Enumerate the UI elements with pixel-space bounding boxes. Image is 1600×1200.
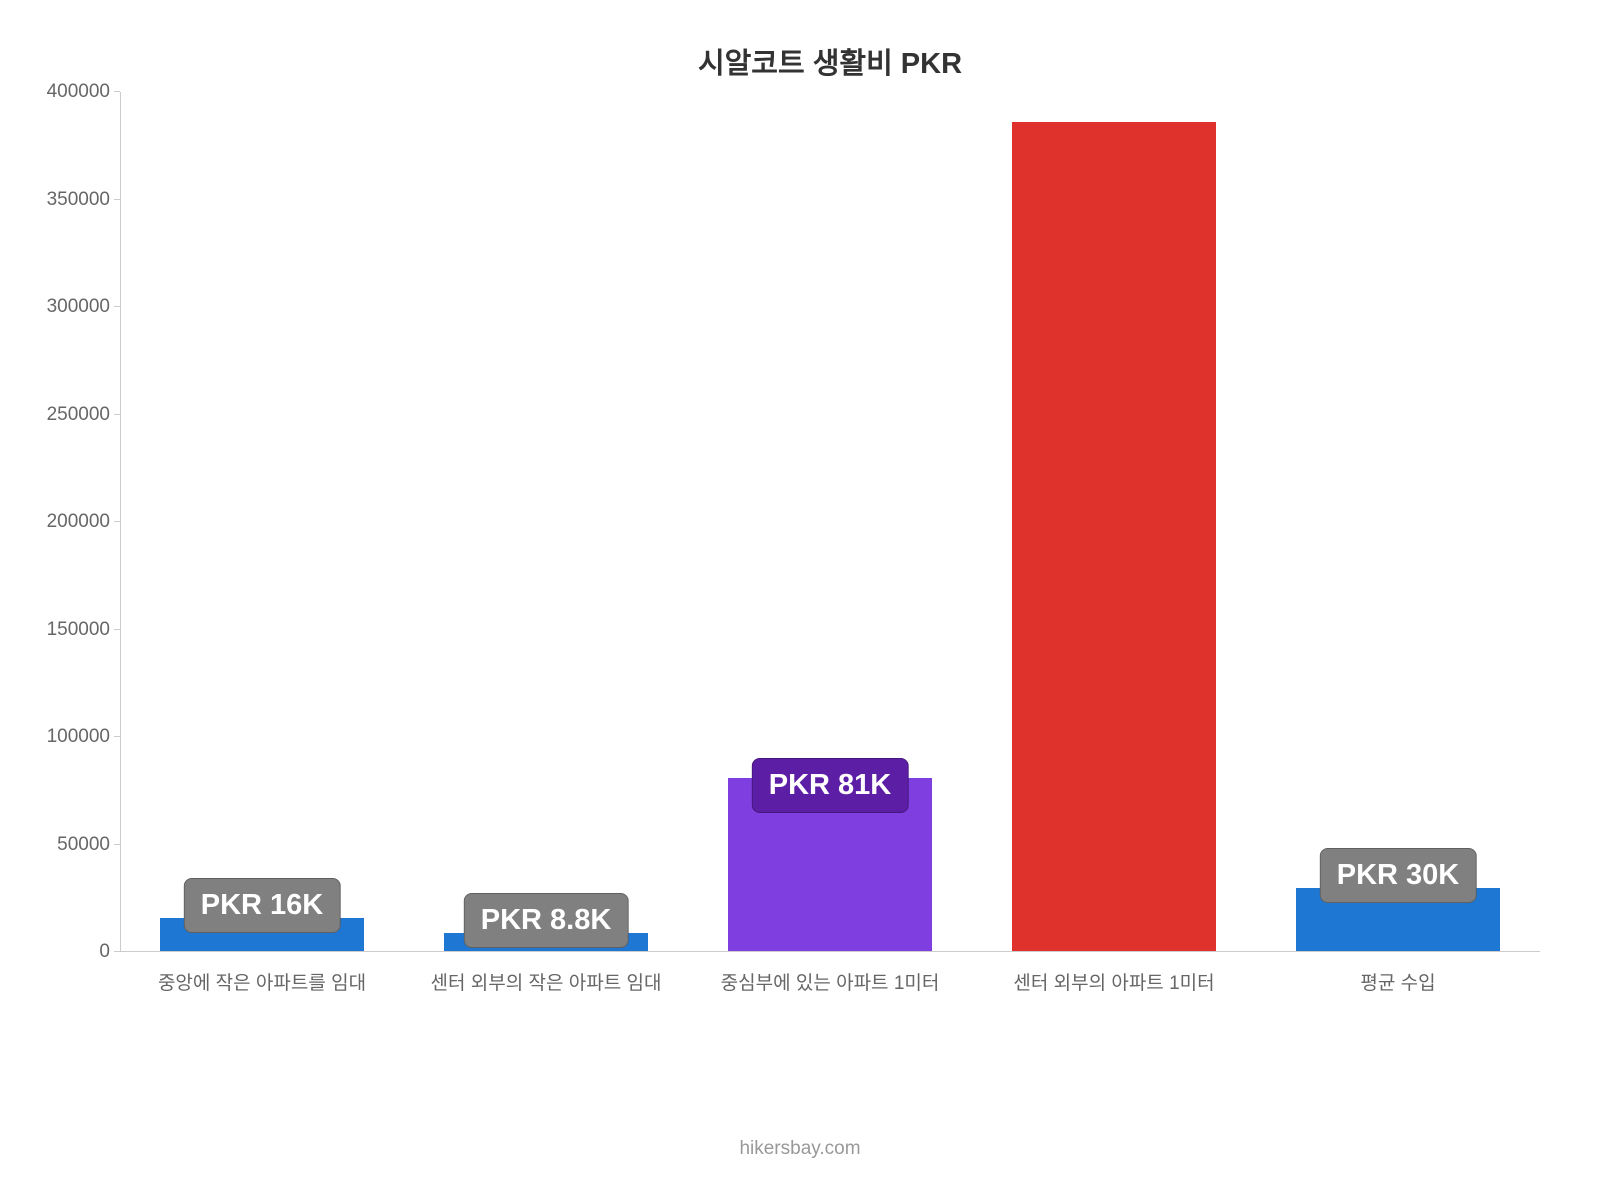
bar: PKR 390K — [1012, 122, 1216, 952]
y-tick-label: 400000 — [20, 81, 110, 103]
bar: PKR 8.8K — [444, 933, 648, 952]
bar-value-label: PKR 8.8K — [464, 893, 629, 948]
plot-area: 0500001000001500002000002500003000003500… — [120, 92, 1540, 952]
y-tick-label: 200000 — [20, 511, 110, 533]
bar: PKR 16K — [160, 918, 364, 952]
bar-value-label-wrap: PKR 8.8K — [464, 893, 629, 948]
x-axis-category-label: 중심부에 있는 아파트 1미터 — [688, 968, 972, 995]
y-tick-label: 100000 — [20, 726, 110, 748]
bar-value-label: PKR 81K — [752, 758, 909, 813]
y-tick-label: 250000 — [20, 404, 110, 426]
x-axis-category-label: 중앙에 작은 아파트를 임대 — [120, 968, 404, 995]
bar-slot: PKR 30K — [1256, 92, 1540, 952]
x-axis-category-label: 센터 외부의 아파트 1미터 — [972, 968, 1256, 995]
bar-slot: PKR 81K — [688, 92, 972, 952]
bar: PKR 81K — [728, 778, 932, 952]
x-axis-labels: 중앙에 작은 아파트를 임대센터 외부의 작은 아파트 임대중심부에 있는 아파… — [120, 968, 1540, 995]
bar-value-label-wrap: PKR 30K — [1320, 848, 1477, 903]
x-axis-baseline — [120, 951, 1540, 952]
bar-value-label: PKR 16K — [184, 878, 341, 933]
chart-container: 시알코트 생활비 PKR 050000100000150000200000250… — [0, 0, 1600, 1200]
y-tick-label: 300000 — [20, 296, 110, 318]
y-tick-label: 0 — [20, 941, 110, 963]
bar-value-label: PKR 30K — [1320, 848, 1477, 903]
y-tick-label: 50000 — [20, 834, 110, 856]
chart-title: 시알코트 생활비 PKR — [120, 40, 1540, 82]
attribution-text: hikersbay.com — [0, 1138, 1600, 1160]
y-tick-label: 150000 — [20, 619, 110, 641]
bar-slot: PKR 390K — [972, 92, 1256, 952]
bar-slot: PKR 16K — [120, 92, 404, 952]
x-axis-category-label: 평균 수입 — [1256, 968, 1540, 995]
x-axis-category-label: 센터 외부의 작은 아파트 임대 — [404, 968, 688, 995]
bar: PKR 30K — [1296, 888, 1500, 953]
y-tick-label: 350000 — [20, 189, 110, 211]
bar-slot: PKR 8.8K — [404, 92, 688, 952]
bars-zone: PKR 16K PKR 8.8K PKR 81K PKR 390K PKR 30K — [120, 92, 1540, 952]
bar-value-label-wrap: PKR 81K — [752, 758, 909, 813]
bar-value-label-wrap: PKR 16K — [184, 878, 341, 933]
